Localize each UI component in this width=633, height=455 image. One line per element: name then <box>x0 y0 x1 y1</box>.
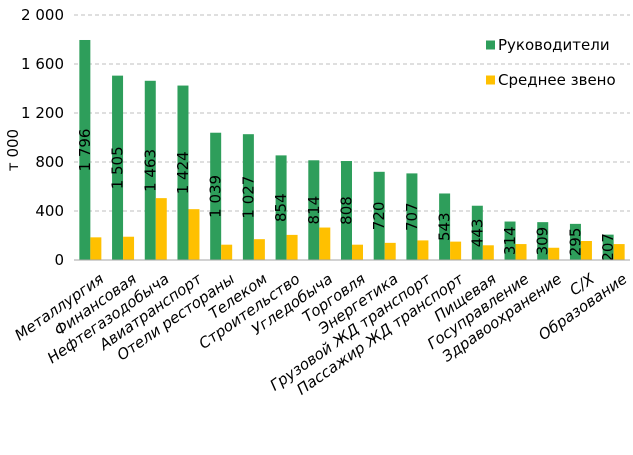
bar-leaders <box>373 171 385 260</box>
bar-leaders <box>341 161 352 260</box>
bar-middle <box>319 227 331 260</box>
y-tick-label: 800 <box>35 153 64 171</box>
bar-value-label: 854 <box>272 193 290 222</box>
y-tick-label: 1 600 <box>21 55 64 73</box>
bar-middle <box>188 209 200 260</box>
bar-middle <box>123 236 135 260</box>
bars <box>79 39 625 260</box>
bar-middle <box>580 241 592 260</box>
bar-leaders <box>537 222 549 260</box>
bar-value-label: 1 424 <box>174 151 192 194</box>
bar-value-label: 814 <box>305 196 323 225</box>
y-tick-label: 2 000 <box>21 6 64 24</box>
bar-leaders <box>177 85 189 260</box>
bar-value-label: 1 027 <box>239 176 257 219</box>
bar-middle <box>613 244 625 260</box>
bar-value-label: 309 <box>534 227 552 256</box>
bar-leaders <box>504 221 516 260</box>
bar-middle <box>417 240 429 260</box>
bar-leaders <box>210 132 222 260</box>
legend: Руководители Среднее звено <box>486 36 616 89</box>
bar-leaders <box>112 75 124 260</box>
bar-middle <box>253 239 265 260</box>
bar-middle <box>482 245 494 260</box>
bar-leaders <box>144 80 156 260</box>
bar-leaders <box>471 205 483 260</box>
bar-middle <box>90 237 102 260</box>
bar-leaders <box>275 155 287 260</box>
bar-value-label: 1 039 <box>207 175 225 218</box>
legend-swatch-leaders <box>486 40 495 50</box>
bar-middle <box>221 244 233 260</box>
bar-labels: 1 796 1 505 1 463 1 424 1 039 1 027 854 814 808 7… <box>76 129 617 262</box>
legend-swatch-middle <box>486 75 495 85</box>
x-axis: МеталлургияФинансоваяНефтегазодобычаАвиа… <box>11 259 630 399</box>
bar-middle <box>515 244 527 260</box>
bar-leaders <box>79 39 91 260</box>
legend-label-middle: Среднее звено <box>498 71 616 89</box>
bar-middle <box>155 198 167 260</box>
bar-middle <box>352 244 363 260</box>
bar-value-label: 314 <box>501 226 519 255</box>
bar-leaders <box>242 134 254 260</box>
bar-value-label: 295 <box>566 228 584 257</box>
legend-label-leaders: Руководители <box>498 36 610 54</box>
bar-middle <box>450 241 462 260</box>
bar-middle <box>286 234 298 260</box>
bar-value-label: 1 505 <box>109 146 127 189</box>
bar-value-label: 443 <box>468 219 486 248</box>
bar-middle <box>548 247 560 260</box>
bar-value-label: 808 <box>338 196 356 225</box>
bar-middle <box>384 242 396 260</box>
y-tick-label: 0 <box>54 251 64 269</box>
bar-leaders <box>439 193 451 260</box>
bar-value-label: 543 <box>436 212 454 241</box>
y-tick-label: 1 200 <box>21 104 64 122</box>
bar-value-label: 707 <box>403 202 421 231</box>
bar-value-label: 720 <box>370 202 388 231</box>
bar-leaders <box>406 173 418 260</box>
bar-value-label: 1 796 <box>76 129 94 172</box>
bar-value-label: 207 <box>599 233 617 262</box>
bar-leaders <box>308 160 320 260</box>
y-tick-label: 400 <box>35 202 64 220</box>
y-axis: 0 400 800 1 200 1 600 2 000 <box>21 6 64 269</box>
bar-leaders <box>569 223 581 260</box>
bar-leaders <box>602 234 614 260</box>
bar-value-label: 1 463 <box>141 149 159 192</box>
y-axis-label: т 000 <box>4 129 22 171</box>
